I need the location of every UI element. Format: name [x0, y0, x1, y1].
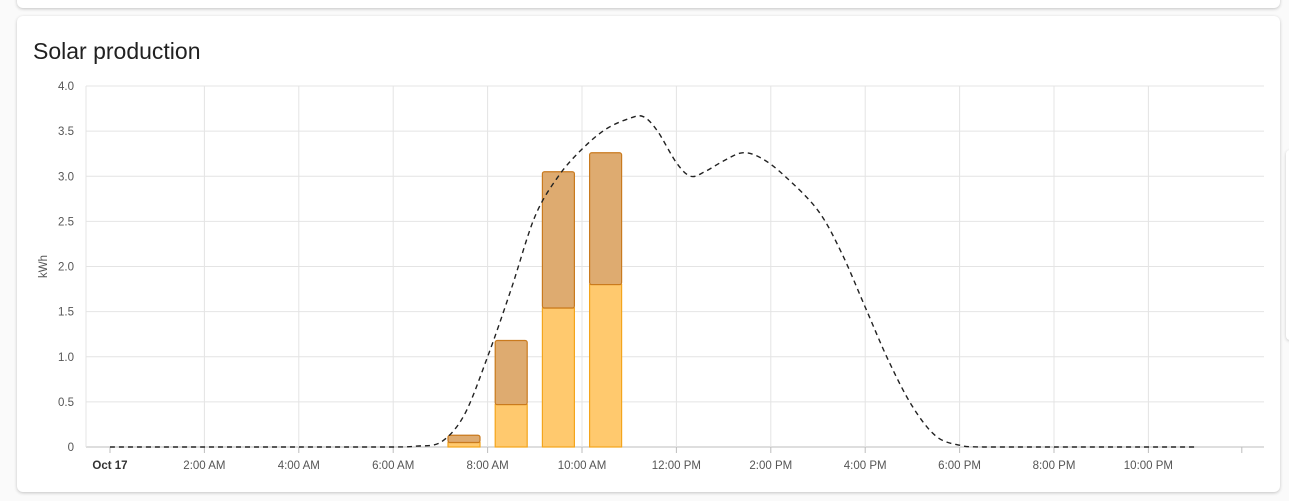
solar-production-card: Solar production	[17, 16, 1280, 492]
y-tick-label: 2.0	[58, 262, 74, 274]
x-tick-label: 6:00 AM	[372, 460, 414, 472]
card-title: Solar production	[33, 38, 201, 64]
chart-bars[interactable]	[447, 152, 623, 448]
y-tick-label: 0	[68, 442, 74, 454]
previous-card	[17, 0, 1280, 8]
x-tick-label: 4:00 AM	[278, 460, 320, 472]
x-tick-label: 6:00 PM	[938, 460, 981, 472]
y-axis-ticks: 0 0.5 1.0 1.5 2.0 2.5 3.0 3.5 4.0	[58, 81, 74, 454]
y-tick-label: 2.5	[58, 216, 74, 228]
x-tick-label: 8:00 PM	[1033, 460, 1076, 472]
y-tick-label: 3.5	[58, 126, 74, 138]
bar-segment[interactable]	[447, 441, 481, 448]
x-tick-label: 2:00 AM	[183, 460, 225, 472]
adjacent-card-edge	[1286, 150, 1289, 340]
bar-segment[interactable]	[588, 283, 623, 448]
y-tick-label: 1.0	[58, 352, 74, 364]
x-tick-label: 10:00 AM	[558, 460, 607, 472]
x-tick-label: 10:00 PM	[1124, 460, 1173, 472]
y-tick-label: 0.5	[58, 397, 74, 409]
y-tick-label: 1.5	[58, 307, 74, 319]
bar-segment[interactable]	[494, 339, 528, 406]
y-axis-label: kWh	[38, 255, 50, 278]
x-tick-label: Oct 17	[92, 460, 127, 472]
bar-segment[interactable]	[541, 307, 576, 448]
x-tick-label: 8:00 AM	[466, 460, 508, 472]
x-tick-label: 12:00 PM	[652, 460, 701, 472]
bar-segment[interactable]	[447, 434, 481, 444]
x-axis-ticks: Oct 17 2:00 AM 4:00 AM 6:00 AM 8:00 AM 10:00 …	[92, 460, 1173, 472]
bar-segment[interactable]	[494, 403, 528, 448]
bar-segment[interactable]	[588, 152, 623, 286]
x-tick-label: 2:00 PM	[749, 460, 792, 472]
chart-forecast-line	[110, 115, 1196, 448]
bar-segment[interactable]	[541, 171, 576, 309]
chart-grid	[85, 85, 1264, 453]
y-tick-label: 4.0	[58, 81, 74, 93]
y-tick-label: 3.0	[58, 171, 74, 183]
forecast-line	[110, 115, 1196, 448]
x-tick-label: 4:00 PM	[844, 460, 887, 472]
